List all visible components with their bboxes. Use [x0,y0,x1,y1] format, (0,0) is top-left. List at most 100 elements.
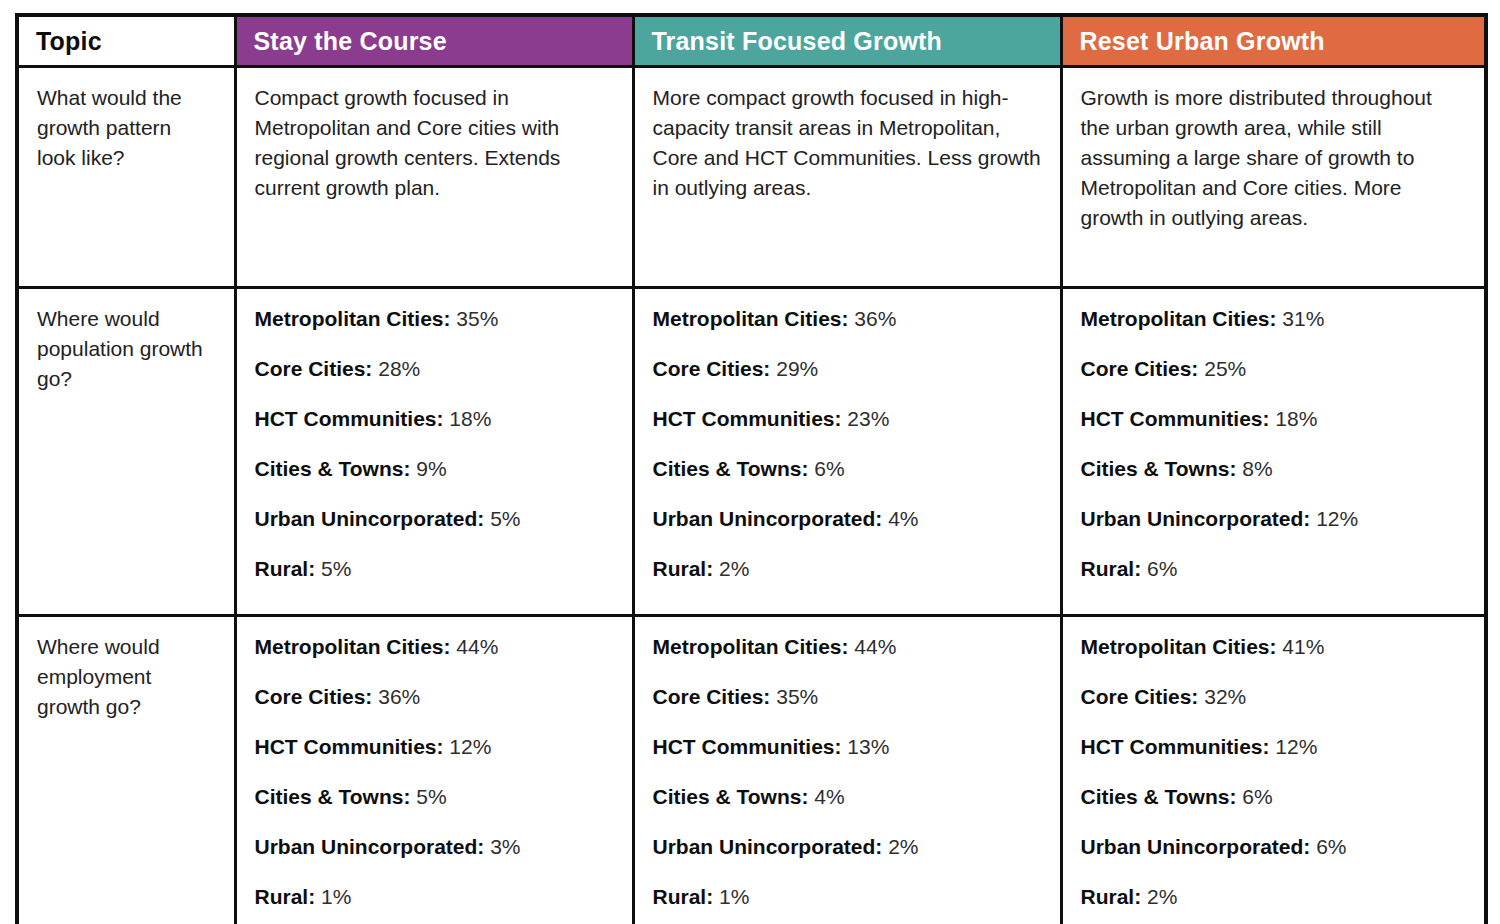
table-row-growth-pattern: What would the growth pattern look like?… [17,67,1486,288]
cell-employment-stay: Metropolitan Cities: 44% Core Cities: 36… [235,616,633,924]
stat-line: Rural: 2% [653,554,1042,584]
column-header-stay-the-course: Stay the Course [235,15,633,67]
stat-label: Urban Unincorporated: [255,507,485,530]
cell-pattern-transit: More compact growth focused in high-capa… [633,67,1061,288]
header-row: Topic Stay the Course Transit Focused Gr… [17,15,1486,67]
stat-value: 18% [1275,407,1317,430]
stat-line: Core Cities: 29% [653,354,1042,384]
stat-label: HCT Communities: [653,407,842,430]
cell-employment-reset: Metropolitan Cities: 41% Core Cities: 32… [1061,616,1486,924]
stat-label: Cities & Towns: [653,785,809,808]
stat-label: Core Cities: [255,685,373,708]
stat-value: 44% [456,635,498,658]
stat-line: HCT Communities: 12% [1081,732,1467,762]
stat-label: Core Cities: [255,357,373,380]
stat-label: Rural: [653,557,714,580]
column-header-transit-focused-growth: Transit Focused Growth [633,15,1061,67]
stat-line: Urban Unincorporated: 2% [653,832,1042,862]
stat-line: Metropolitan Cities: 44% [653,632,1042,662]
stat-line: Cities & Towns: 6% [1081,782,1467,812]
stat-label: Core Cities: [1081,357,1199,380]
stat-line: Rural: 5% [255,554,614,584]
stat-line: Urban Unincorporated: 5% [255,504,614,534]
stat-value: 35% [456,307,498,330]
stat-value: 29% [776,357,818,380]
stat-value: 4% [814,785,844,808]
stat-value: 9% [416,457,446,480]
stat-label: Metropolitan Cities: [653,635,849,658]
stat-value: 5% [416,785,446,808]
stat-label: Metropolitan Cities: [653,307,849,330]
stat-label: Cities & Towns: [255,457,411,480]
stat-label: Rural: [1081,557,1142,580]
stat-value: 44% [854,635,896,658]
stat-value: 6% [1147,557,1177,580]
stat-line: HCT Communities: 18% [255,404,614,434]
stat-line: Cities & Towns: 9% [255,454,614,484]
cell-pattern-stay: Compact growth focused in Metropolitan a… [235,67,633,288]
stat-line: Cities & Towns: 5% [255,782,614,812]
stat-value: 28% [378,357,420,380]
stat-line: HCT Communities: 23% [653,404,1042,434]
stat-value: 36% [854,307,896,330]
column-header-reset-urban-growth: Reset Urban Growth [1061,15,1486,67]
scenario-comparison-table: Topic Stay the Course Transit Focused Gr… [15,13,1488,924]
stat-label: Cities & Towns: [653,457,809,480]
stat-value: 4% [888,507,918,530]
stat-value: 12% [1316,507,1358,530]
stat-line: Urban Unincorporated: 3% [255,832,614,862]
stat-line: Rural: 2% [1081,882,1467,912]
stat-line: HCT Communities: 12% [255,732,614,762]
stat-line: Urban Unincorporated: 6% [1081,832,1467,862]
stat-line: Metropolitan Cities: 36% [653,304,1042,334]
row-topic-growth-pattern: What would the growth pattern look like? [17,67,235,288]
stat-line: Core Cities: 36% [255,682,614,712]
stat-value: 25% [1204,357,1246,380]
stat-line: Core Cities: 28% [255,354,614,384]
table-row-employment-growth: Where would employment growth go? Metrop… [17,616,1486,924]
stat-value: 31% [1282,307,1324,330]
row-topic-population-growth: Where would population growth go? [17,288,235,616]
stat-label: Urban Unincorporated: [255,835,485,858]
stat-label: HCT Communities: [1081,407,1270,430]
stat-value: 35% [776,685,818,708]
stat-label: Urban Unincorporated: [1081,835,1311,858]
stat-label: Cities & Towns: [1081,785,1237,808]
stat-value: 2% [1147,885,1177,908]
cell-population-reset: Metropolitan Cities: 31% Core Cities: 25… [1061,288,1486,616]
stat-value: 12% [1275,735,1317,758]
stat-line: Metropolitan Cities: 35% [255,304,614,334]
stat-label: Cities & Towns: [1081,457,1237,480]
stat-value: 5% [321,557,351,580]
stat-value: 23% [847,407,889,430]
stat-line: Rural: 6% [1081,554,1467,584]
stat-label: HCT Communities: [255,407,444,430]
stat-value: 12% [449,735,491,758]
stat-value: 41% [1282,635,1324,658]
stat-value: 18% [449,407,491,430]
stat-value: 2% [888,835,918,858]
stat-label: HCT Communities: [1081,735,1270,758]
table-row-population-growth: Where would population growth go? Metrop… [17,288,1486,616]
stat-line: Urban Unincorporated: 12% [1081,504,1467,534]
stat-value: 6% [1242,785,1272,808]
stat-line: Metropolitan Cities: 41% [1081,632,1467,662]
stat-line: Metropolitan Cities: 44% [255,632,614,662]
stat-value: 36% [378,685,420,708]
stat-line: Cities & Towns: 6% [653,454,1042,484]
stat-label: Metropolitan Cities: [255,307,451,330]
stat-value: 1% [719,885,749,908]
stat-line: HCT Communities: 13% [653,732,1042,762]
stat-value: 8% [1242,457,1272,480]
stat-label: Core Cities: [653,357,771,380]
stat-label: Rural: [1081,885,1142,908]
stat-label: Metropolitan Cities: [255,635,451,658]
stat-label: Rural: [255,885,316,908]
stat-value: 2% [719,557,749,580]
stat-line: Rural: 1% [653,882,1042,912]
stat-label: Urban Unincorporated: [653,507,883,530]
stat-line: Cities & Towns: 8% [1081,454,1467,484]
stat-label: Urban Unincorporated: [653,835,883,858]
cell-population-stay: Metropolitan Cities: 35% Core Cities: 28… [235,288,633,616]
scenario-description: More compact growth focused in high-capa… [653,83,1042,203]
